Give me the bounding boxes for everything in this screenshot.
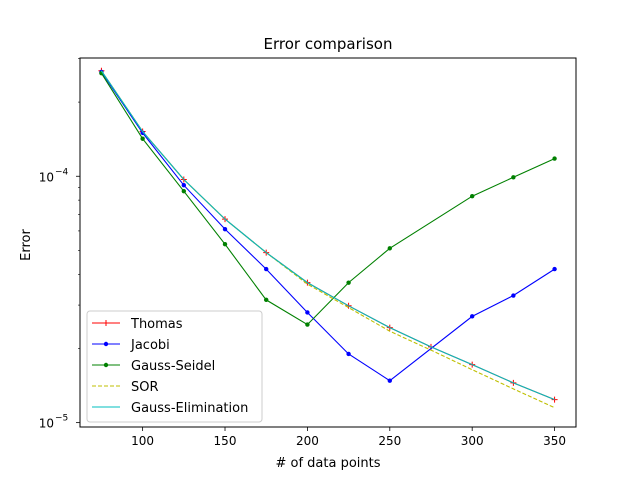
legend-label: Gauss-Seidel <box>131 359 215 374</box>
y-tick-label: 10 <box>39 417 54 431</box>
data-point <box>181 182 187 188</box>
x-axis: 100 150 200 250 300 350 <box>131 427 566 448</box>
legend-item: Jacobi <box>92 338 170 353</box>
series-gauss-seidel <box>99 71 557 327</box>
data-point <box>511 175 516 180</box>
plot-frame <box>79 57 577 428</box>
legend-marker <box>103 362 109 368</box>
legend-label: Jacobi <box>130 338 170 353</box>
legend-item: Thomas <box>92 317 183 332</box>
x-tick-label: 200 <box>296 434 319 448</box>
legend-item: Gauss-Seidel <box>92 359 215 374</box>
data-point <box>305 322 310 327</box>
legend-item: Gauss-Elimination <box>92 401 248 416</box>
data-point <box>387 246 392 251</box>
series-line <box>100 70 555 401</box>
data-point <box>346 280 351 285</box>
y-tick-exponent: −4 <box>55 167 69 177</box>
data-point <box>222 241 228 247</box>
y-axis: 10−510−4 <box>39 58 80 431</box>
legend-box <box>86 310 263 423</box>
legend-marker <box>103 320 109 326</box>
legend-label: Gauss-Elimination <box>131 401 248 416</box>
y-axis-label: Error <box>19 229 34 261</box>
legend-item: SOR <box>92 380 159 395</box>
y-tick-base: 10 <box>39 417 54 431</box>
data-point <box>552 156 557 161</box>
x-tick-label: 250 <box>378 434 401 448</box>
data-point <box>552 266 557 272</box>
y-tick-exponent: −5 <box>55 414 68 424</box>
data-point <box>140 130 145 136</box>
data-point <box>264 297 269 303</box>
data-point <box>511 293 516 298</box>
x-axis-label: # of data points <box>275 456 380 471</box>
y-tick-label: 10 <box>39 170 54 184</box>
data-point <box>181 188 187 194</box>
x-tick-label: 300 <box>461 434 484 448</box>
x-tick-label: 150 <box>214 434 237 448</box>
x-tick-label: 350 <box>543 434 566 448</box>
data-point <box>140 136 145 141</box>
legend-label: Thomas <box>130 317 183 332</box>
legend-marker <box>103 341 109 347</box>
y-tick-base: 10 <box>39 170 54 184</box>
data-point <box>264 266 269 272</box>
chart-title: Error comparison <box>264 35 393 53</box>
plot-area <box>98 67 558 409</box>
legend-label: SOR <box>131 380 159 395</box>
data-point <box>346 351 351 357</box>
data-point <box>222 226 228 232</box>
legend: Thomas Jacobi Gauss-Seidel SOR Gauss-Elimina… <box>86 310 263 423</box>
data-point <box>305 310 310 315</box>
series-gauss-elimination <box>100 70 555 401</box>
data-point <box>469 314 475 319</box>
data-point <box>469 193 475 199</box>
data-point <box>387 378 392 383</box>
x-tick-label: 100 <box>131 434 154 448</box>
